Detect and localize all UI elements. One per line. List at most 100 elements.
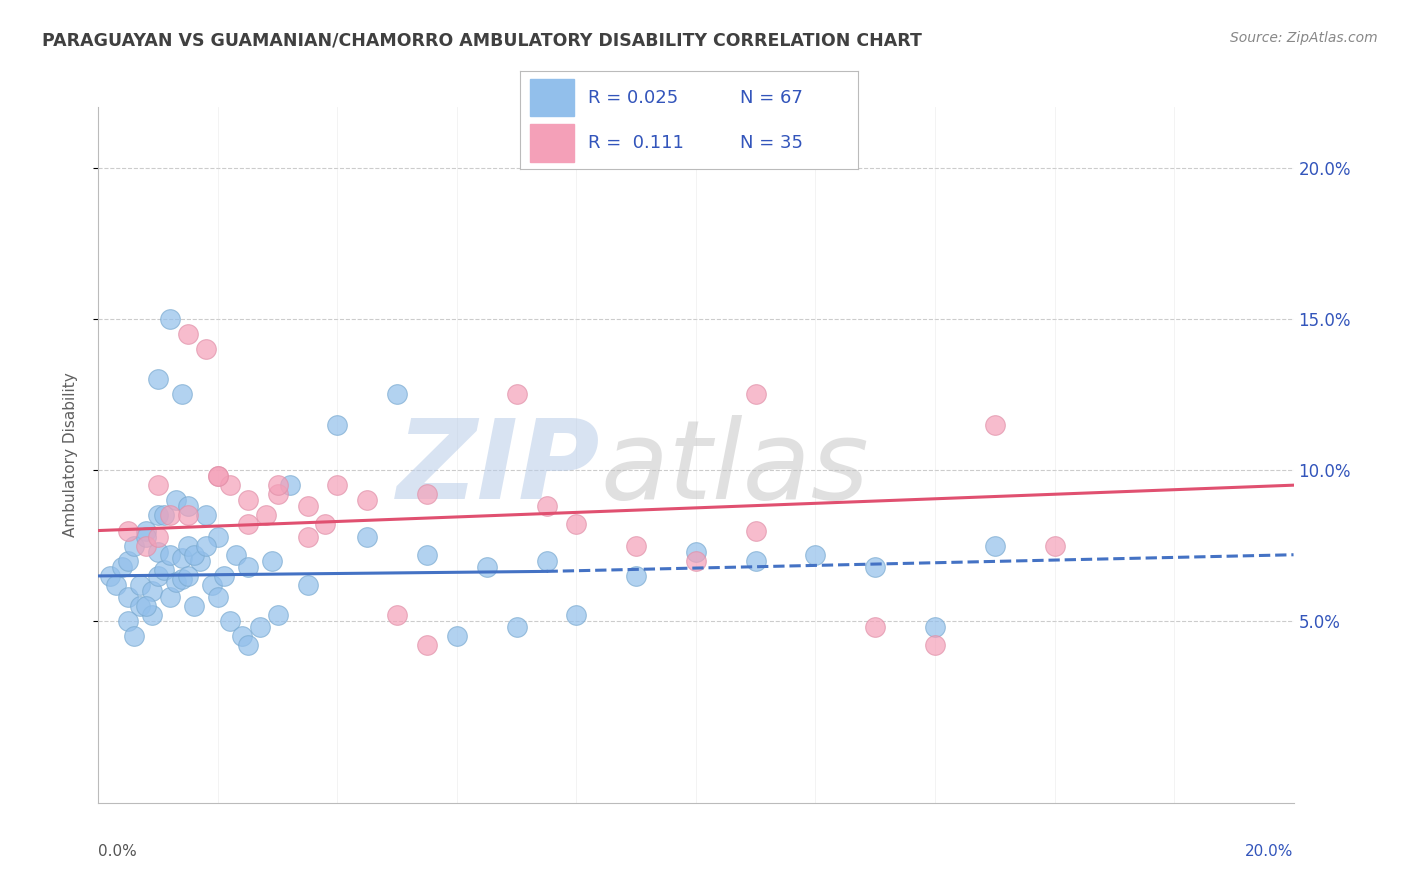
Point (863, 559, 887, 574)
Point (159, 311, 181, 326)
Point (297, 530, 319, 544)
Point (111, 559, 134, 574)
Point (745, 554, 768, 568)
Point (124, 629, 146, 643)
Point (924, 620, 946, 634)
Point (159, 590, 181, 604)
Point (165, 493, 187, 508)
Point (148, 372, 170, 386)
Point (141, 608, 163, 623)
Point (267, 478, 290, 492)
Point (177, 500, 200, 514)
Point (207, 530, 229, 544)
Point (745, 387, 768, 401)
Point (165, 574, 187, 589)
Point (177, 569, 200, 583)
Point (1043, 539, 1066, 553)
Point (297, 500, 319, 514)
Point (416, 487, 439, 501)
Text: atlas: atlas (600, 416, 869, 523)
Point (231, 629, 253, 643)
Point (219, 615, 242, 629)
Point (385, 387, 409, 401)
Point (326, 417, 349, 432)
Point (135, 539, 157, 553)
Point (356, 493, 378, 508)
Point (148, 530, 170, 544)
Text: R =  0.111: R = 0.111 (588, 134, 683, 152)
Point (219, 478, 242, 492)
Point (267, 608, 290, 623)
Point (506, 387, 529, 401)
Point (212, 569, 235, 583)
Point (249, 620, 271, 634)
Point (984, 539, 1007, 553)
Point (195, 342, 218, 356)
Text: 0.0%: 0.0% (98, 845, 138, 859)
Point (117, 590, 139, 604)
Point (225, 548, 247, 562)
Point (297, 578, 319, 592)
Text: ZIP: ZIP (396, 416, 600, 523)
Point (148, 478, 170, 492)
Point (177, 508, 200, 523)
Point (117, 554, 139, 568)
Point (236, 493, 259, 508)
Point (117, 524, 139, 538)
Point (685, 554, 707, 568)
Text: N = 35: N = 35 (740, 134, 803, 152)
Bar (530, 124, 574, 161)
Point (129, 578, 152, 592)
Point (385, 608, 409, 623)
Point (416, 639, 439, 653)
Point (177, 326, 200, 341)
Point (172, 387, 194, 401)
Point (536, 500, 558, 514)
Point (254, 508, 277, 523)
Point (195, 508, 218, 523)
Point (135, 524, 157, 538)
Point (236, 559, 259, 574)
Point (117, 615, 139, 629)
Point (475, 559, 498, 574)
Point (159, 508, 181, 523)
Point (685, 545, 707, 559)
Point (207, 469, 229, 483)
Point (356, 530, 378, 544)
Point (626, 539, 648, 553)
Point (804, 548, 827, 562)
Point (326, 478, 349, 492)
Point (984, 417, 1007, 432)
Point (148, 569, 170, 583)
Point (135, 599, 157, 614)
Point (207, 469, 229, 483)
Point (100, 569, 122, 583)
Point (536, 554, 558, 568)
Text: N = 67: N = 67 (740, 89, 803, 107)
Point (148, 545, 170, 559)
Point (141, 584, 163, 599)
Point (924, 639, 946, 653)
Point (745, 524, 768, 538)
Point (201, 578, 224, 592)
Point (153, 508, 176, 523)
Text: Source: ZipAtlas.com: Source: ZipAtlas.com (1230, 31, 1378, 45)
Point (278, 478, 301, 492)
Point (153, 563, 176, 577)
Text: R = 0.025: R = 0.025 (588, 89, 678, 107)
Point (183, 548, 205, 562)
Y-axis label: Ambulatory Disability: Ambulatory Disability (63, 373, 77, 537)
Point (195, 539, 218, 553)
Point (260, 554, 283, 568)
Point (416, 548, 439, 562)
Point (124, 539, 146, 553)
Point (135, 530, 157, 544)
Point (626, 569, 648, 583)
Point (207, 590, 229, 604)
Text: 20.0%: 20.0% (1246, 845, 1294, 859)
Point (506, 620, 529, 634)
Bar (530, 79, 574, 117)
Point (105, 578, 128, 592)
Point (236, 639, 259, 653)
Point (863, 620, 887, 634)
